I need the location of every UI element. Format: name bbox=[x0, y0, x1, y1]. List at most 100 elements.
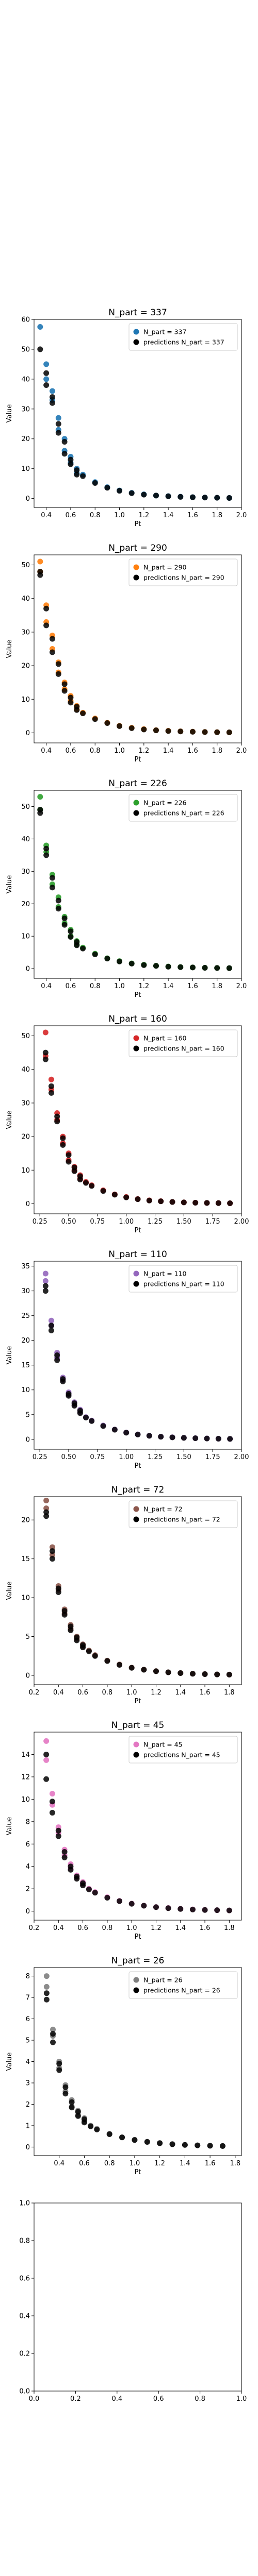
x-tick-label: 0.50 bbox=[61, 1453, 76, 1461]
x-tick-label: 1.8 bbox=[224, 1924, 235, 1932]
legend: N_part = 290 predictions N_part = 290 bbox=[128, 558, 238, 586]
x-tick-label: 1.0 bbox=[236, 2395, 247, 2403]
data-point bbox=[123, 1430, 130, 1436]
data-point bbox=[61, 1612, 68, 1618]
data-point bbox=[169, 2141, 175, 2147]
y-tick-label: 10 bbox=[21, 696, 30, 704]
x-tick-label: 1.8 bbox=[212, 747, 222, 755]
x-tick-label: 1.4 bbox=[163, 747, 174, 755]
data-point bbox=[104, 720, 110, 726]
x-tick-label: 0.8 bbox=[90, 512, 101, 519]
chart-title: N_part = 72 bbox=[111, 1485, 165, 1495]
y-tick-label: 3 bbox=[26, 2079, 30, 2087]
y-tick-label: 2 bbox=[26, 1886, 30, 1893]
legend-box bbox=[128, 1029, 238, 1057]
data-point bbox=[55, 1827, 61, 1834]
x-tick-label: 0.4 bbox=[41, 747, 52, 755]
legend-marker bbox=[133, 574, 139, 581]
data-point bbox=[74, 942, 80, 948]
data-point bbox=[69, 2099, 75, 2105]
data-point bbox=[74, 1876, 80, 1882]
data-point bbox=[42, 1056, 49, 1062]
x-tick-label: 2.00 bbox=[234, 1218, 249, 1226]
data-point bbox=[49, 400, 55, 406]
data-point bbox=[83, 1180, 89, 1186]
legend-marker bbox=[133, 1281, 139, 1287]
data-point bbox=[106, 2131, 112, 2138]
legend-label: N_part = 160 bbox=[143, 1035, 187, 1042]
data-point bbox=[181, 1435, 187, 1441]
x-tick-label: 0.6 bbox=[77, 1689, 88, 1697]
data-point bbox=[169, 1434, 175, 1440]
data-point bbox=[43, 1509, 50, 1515]
data-point bbox=[128, 1665, 135, 1671]
legend-label: predictions N_part = 26 bbox=[143, 1987, 220, 1994]
data-point bbox=[55, 1585, 61, 1591]
series-predictions bbox=[42, 1283, 233, 1442]
x-tick-label: 2.0 bbox=[236, 512, 247, 519]
y-tick-label: 25 bbox=[21, 1312, 30, 1320]
data-point bbox=[158, 1198, 164, 1205]
data-point bbox=[43, 1757, 50, 1763]
x-tick-label: 0.6 bbox=[77, 1924, 88, 1932]
axes-frame bbox=[34, 1496, 242, 1685]
data-point bbox=[49, 388, 55, 394]
data-point bbox=[100, 1423, 106, 1429]
data-point bbox=[61, 451, 68, 457]
data-point bbox=[141, 1903, 147, 1909]
data-point bbox=[157, 2140, 163, 2146]
data-point bbox=[86, 1886, 92, 1892]
x-tick-label: 0.8 bbox=[102, 1924, 113, 1932]
y-tick-label: 30 bbox=[21, 1287, 30, 1295]
axes-frame bbox=[34, 319, 242, 508]
data-point bbox=[68, 1627, 74, 1633]
data-point bbox=[219, 2143, 225, 2149]
axes-frame bbox=[34, 1025, 242, 1214]
series-predictions bbox=[37, 569, 232, 736]
x-tick-label: 1.6 bbox=[187, 747, 198, 755]
x-tick-label: 0.4 bbox=[41, 982, 52, 990]
data-point bbox=[119, 2134, 125, 2141]
chart-title: N_part = 45 bbox=[111, 1720, 165, 1731]
axes-frame bbox=[34, 554, 242, 743]
data-point bbox=[88, 2123, 94, 2129]
x-tick-label: 2.00 bbox=[234, 1453, 249, 1461]
x-axis-label: Pt bbox=[135, 991, 141, 999]
data-point bbox=[141, 726, 147, 733]
x-tick-label: 1.0 bbox=[126, 1924, 137, 1932]
data-point bbox=[49, 1076, 54, 1082]
subplot-9: 0.0 0.2 0.4 0.6 0.8 1.0 0.0 0.2 0.4 0.6 0.8 1.0 bbox=[19, 2200, 247, 2403]
data-point bbox=[43, 1984, 50, 1990]
x-tick-label: 1.25 bbox=[148, 1218, 163, 1226]
data-point bbox=[75, 2109, 81, 2115]
y-tick-label: 30 bbox=[21, 868, 30, 876]
x-tick-label: 1.25 bbox=[148, 1453, 163, 1461]
data-point bbox=[37, 558, 43, 565]
data-point bbox=[66, 1152, 72, 1158]
data-point bbox=[43, 845, 50, 852]
legend-marker bbox=[133, 1035, 139, 1041]
series-predictions bbox=[37, 346, 232, 501]
x-tick-label: 0.6 bbox=[66, 512, 76, 519]
y-tick-label: 0 bbox=[26, 1200, 30, 1208]
y-tick-label: 50 bbox=[21, 803, 30, 811]
legend-marker bbox=[133, 1987, 139, 1993]
y-axis-label: Value bbox=[6, 640, 13, 658]
data-point bbox=[55, 1589, 61, 1596]
y-tick-label: 0.2 bbox=[19, 2350, 30, 2358]
legend-box bbox=[128, 1971, 238, 1999]
x-tick-label: 0.4 bbox=[111, 2395, 122, 2403]
y-tick-label: 50 bbox=[21, 1032, 30, 1040]
data-point bbox=[178, 728, 184, 735]
data-point bbox=[80, 473, 86, 479]
y-tick-label: 0 bbox=[26, 1672, 30, 1680]
x-tick-label: 1.0 bbox=[130, 2160, 140, 2167]
y-tick-label: 6 bbox=[26, 2015, 30, 2023]
data-point bbox=[117, 1662, 123, 1668]
legend: N_part = 226 predictions N_part = 226 bbox=[128, 794, 238, 822]
data-point bbox=[77, 1177, 83, 1183]
y-axis-label: Value bbox=[6, 875, 13, 894]
data-point bbox=[42, 1283, 49, 1289]
x-tick-label: 1.2 bbox=[138, 747, 149, 755]
data-point bbox=[66, 1393, 72, 1399]
